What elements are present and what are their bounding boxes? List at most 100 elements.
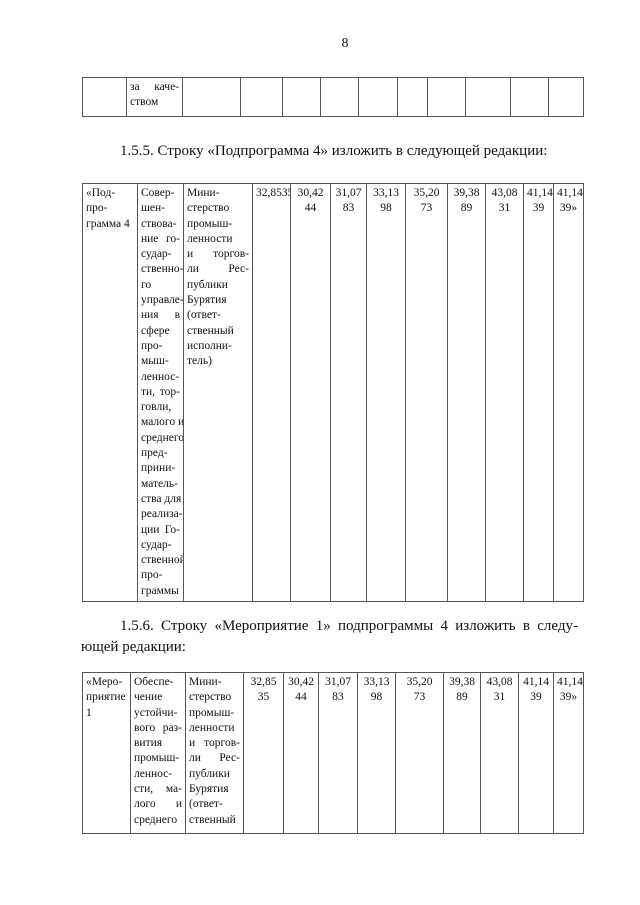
cell-line: шен- (141, 202, 165, 215)
cell-line: Совер- (141, 187, 175, 199)
cell-line: промыш- (134, 752, 180, 765)
cell-line: 31,07 (335, 187, 362, 199)
cell-line: 41,14 (523, 676, 549, 688)
table-activity-1: «Меро-приятие 1 Обеспе-чение устойчи-вого р… (82, 672, 584, 834)
table-cell (510, 77, 549, 117)
cell-line: 41,14 (557, 676, 583, 688)
table-cell: 30,42 44 (290, 182, 331, 603)
cell-line: вития (134, 737, 163, 750)
cell-line: ленности (189, 721, 235, 734)
cell-line: 44 (304, 202, 317, 215)
cell-line: ли Рес- (189, 752, 240, 765)
table-cell (82, 77, 127, 117)
cell-line: «Меро- (86, 676, 123, 688)
cell-line: среднего (134, 813, 178, 826)
cell-line: (ответ- (187, 309, 221, 322)
cell-line: стерство (187, 202, 230, 215)
table-cell (240, 77, 283, 117)
cell-line: 32,8535 (256, 187, 291, 199)
cell-line: публики (189, 767, 230, 780)
cell-line: ции Го- (141, 523, 180, 536)
cell-line: чение (134, 691, 163, 704)
cell-line: 83 (332, 691, 344, 704)
cell-line: грамма 4 (86, 217, 130, 230)
cell-line: реализа- (141, 508, 183, 521)
cell-line: 1 (86, 706, 92, 719)
cell-line: 33,13 (363, 676, 390, 688)
cell-line: мыш- (141, 355, 169, 368)
cell-line: 35,20 (406, 676, 433, 688)
cell-line: 89 (460, 202, 473, 215)
table-cell: Мини-стерство промыш-ленности и торгов-ли … (183, 182, 253, 603)
cell-line: судар- (141, 538, 172, 551)
table-row: «Под-про-грамма 4 Совер-шен-ствова-ние го… (82, 182, 584, 603)
cell-line: 41,14 (527, 187, 553, 199)
cell-line: вого раз- (134, 721, 182, 734)
cell-line: Бурятия (187, 294, 227, 307)
cell-line: 39 (530, 691, 542, 704)
cell-line: ние го- (141, 232, 180, 245)
cell-line: ственной (141, 554, 184, 567)
table-cell: за каче-ством (126, 77, 183, 117)
cell-line: 89 (456, 691, 468, 704)
table-cell (182, 77, 241, 117)
table-cell (427, 77, 466, 117)
table-cell: 33,13 98 (357, 672, 396, 834)
cell-line: приятие (86, 691, 126, 704)
cell-line: ственно- (141, 263, 184, 276)
cell-line: 39,38 (453, 187, 480, 199)
table-cell: 43,08 31 (485, 182, 524, 603)
cell-line: (ответ- (189, 798, 223, 811)
table-cell: 43,08 31 (480, 672, 519, 834)
cell-line: леннос- (141, 370, 180, 383)
cell-line: 73 (413, 691, 426, 704)
cell-line: 35,20 (413, 187, 440, 199)
paragraph-1-5-6: 1.5.6. Строку «Мероприятие 1» подпрограм… (81, 616, 578, 658)
cell-line: сфере (141, 324, 170, 337)
table-cell: Обеспе-чение устойчи-вого раз-вития промыш… (130, 672, 186, 834)
table-cell: 39,38 89 (443, 672, 481, 834)
table-cell (397, 77, 428, 117)
table-cell: 41,14 39 (518, 672, 554, 834)
table-cell: 35,20 73 (395, 672, 444, 834)
cell-line: ли Рес- (187, 263, 249, 276)
paragraph-line: ющей редакции: (81, 639, 186, 655)
table-cell: 39,38 89 (447, 182, 486, 603)
cell-line: говли, (141, 401, 172, 414)
cell-line: лого и (134, 798, 182, 811)
cell-line: ством (130, 96, 159, 109)
table-cell (465, 77, 511, 117)
cell-line: го (141, 278, 152, 291)
table-cell: Мини-стерство промыш-ленности и торгов-ли … (185, 672, 244, 834)
cell-line: 31,07 (325, 676, 351, 688)
table-cell: 35,20 73 (405, 182, 448, 603)
cell-line: 33,13 (373, 187, 399, 199)
cell-line: 73 (420, 202, 433, 215)
cell-line: Обеспе- (134, 676, 174, 688)
cell-line: и торгов- (187, 248, 249, 261)
cell-line: про- (141, 569, 163, 582)
table-cell: 32,8535 (252, 182, 291, 603)
cell-line: управле- (141, 294, 184, 307)
table-subprogram-4: «Под-про-грамма 4 Совер-шен-ствова-ние го… (82, 182, 584, 603)
cell-line: 35 (257, 691, 270, 704)
cell-line: 44 (295, 691, 307, 704)
table-cell (282, 77, 321, 117)
cell-line: «Под- (86, 187, 116, 199)
cell-line: ственный (189, 813, 236, 826)
cell-line: Мини- (189, 676, 222, 688)
cell-line: ленности (187, 232, 233, 245)
cell-line: Бурятия (189, 783, 229, 796)
cell-line: 83 (342, 202, 355, 215)
cell-line: 32,85 (250, 676, 277, 688)
table-cell: 32,85 35 (243, 672, 284, 834)
cell-line: Мини- (187, 187, 220, 199)
cell-line: промыш- (189, 706, 235, 719)
cell-line: малого и (141, 416, 184, 429)
table-cell: 41,14 39» (553, 182, 584, 603)
cell-line: про- (86, 202, 108, 215)
cell-line: 30,42 (297, 187, 324, 199)
table-row: за каче-ством (82, 77, 584, 117)
cell-line: 41,14 (557, 187, 583, 199)
cell-line: среднего (141, 431, 184, 444)
